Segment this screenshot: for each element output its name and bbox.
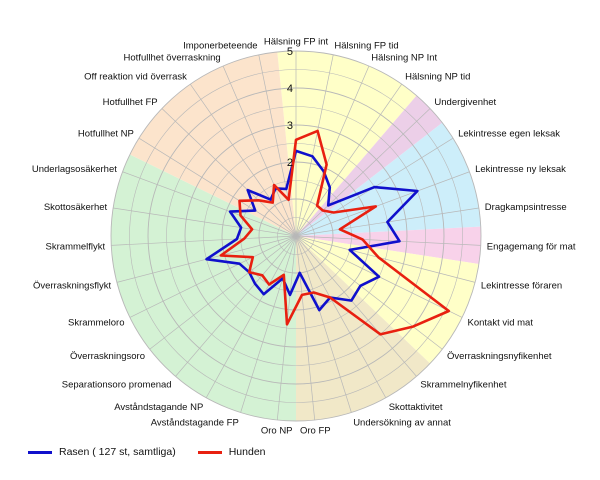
grid-spoke xyxy=(222,65,297,237)
category-label: Överraskningsoro xyxy=(70,351,145,362)
grid-spoke xyxy=(138,137,297,237)
category-label: Överraskningsnyfikenhet xyxy=(447,351,552,362)
grid-spoke xyxy=(122,171,297,237)
grid-spoke xyxy=(295,108,431,237)
grid-spoke xyxy=(295,235,316,421)
category-label: Oro NP xyxy=(261,426,293,437)
category-label: Överraskningsflykt xyxy=(33,280,111,291)
sector-wedge-0 xyxy=(277,51,417,237)
category-label: Kontakt vid mat xyxy=(468,317,534,328)
grid-spoke xyxy=(111,235,297,246)
grid-spoke xyxy=(295,235,443,350)
category-label: Lekintresse föraren xyxy=(481,280,562,291)
category-label: Lekintresse ny leksak xyxy=(475,164,566,175)
category-label: Skrammelflykt xyxy=(46,241,106,252)
sector-wedge-2 xyxy=(296,122,481,236)
legend-label-breed: Rasen ( 127 st, samtliga) xyxy=(59,446,176,458)
legend-item-dog: Hunden xyxy=(197,446,266,458)
category-label: Skottaktivitet xyxy=(389,402,443,413)
category-label: Undersökning av annat xyxy=(353,418,451,429)
sector-wedge-3 xyxy=(296,226,482,265)
category-label: Underlagsosäkerhet xyxy=(32,164,117,175)
category-label: Hotfullhet överraskning xyxy=(124,52,221,63)
category-label: Oro FP xyxy=(300,426,331,437)
grid-spoke xyxy=(295,235,387,398)
category-label: Skrammelnyfikenhet xyxy=(420,380,506,391)
series-line-0 xyxy=(205,149,419,312)
grid-spoke xyxy=(129,235,297,318)
grid-spoke xyxy=(113,207,297,237)
grid-spoke xyxy=(161,108,297,237)
category-label: Hälsning NP tid xyxy=(405,72,470,83)
legend-swatch-dog xyxy=(197,450,222,454)
category-label: Imponerbeteende xyxy=(183,41,257,52)
series-lines xyxy=(205,129,451,336)
grid-spoke xyxy=(190,83,297,237)
tick-labels: 2 3 4 5 xyxy=(287,46,293,169)
category-label: Dragkampsintresse xyxy=(485,202,567,213)
category-label: Hotfullhet FP xyxy=(103,97,158,108)
grid-spoke xyxy=(276,235,297,421)
category-label: Skrammeloro xyxy=(68,317,125,328)
grid-spoke xyxy=(295,65,370,237)
grid-spoke xyxy=(149,235,297,350)
grid-spoke xyxy=(295,235,476,283)
category-label: Undergivenhet xyxy=(434,97,496,108)
grid-spoke xyxy=(175,235,297,377)
category-label: Skottosäkerhet xyxy=(44,202,108,213)
tick-label-3: 3 xyxy=(287,120,293,132)
category-label: Lekintresse egen leksak xyxy=(458,128,560,139)
sector-wedge-7 xyxy=(129,51,296,237)
grid xyxy=(110,50,482,422)
category-label: Hälsning NP Int xyxy=(371,52,437,63)
category-label: Hälsning FP tid xyxy=(334,41,398,52)
legend-label-dog: Hunden xyxy=(228,446,266,458)
legend-swatch-breed xyxy=(28,450,52,454)
category-label: Off reaktion vid överrask xyxy=(84,72,187,83)
grid-spoke xyxy=(295,235,417,377)
category-label: Avståndstagande FP xyxy=(151,418,239,429)
grid-spoke xyxy=(295,235,481,246)
category-label: Engagemang för mat xyxy=(487,241,576,252)
legend: Rasen ( 127 st, samtliga) Hunden xyxy=(28,446,266,458)
grid-spoke xyxy=(295,235,352,413)
sector-wedge-6 xyxy=(110,154,296,421)
tick-label-5: 5 xyxy=(287,46,293,58)
grid-spoke xyxy=(295,171,470,237)
category-label: Hälsning FP int xyxy=(264,37,329,48)
tick-label-2: 2 xyxy=(287,157,293,169)
grid-spoke xyxy=(258,54,297,237)
category-label: Avståndstagande NP xyxy=(114,402,203,413)
grid-spoke xyxy=(205,235,297,398)
legend-item-breed: Rasen ( 127 st, samtliga) xyxy=(28,446,176,458)
category-label: Separationsoro promenad xyxy=(62,380,172,391)
grid-spoke xyxy=(295,83,402,237)
tick-label-4: 4 xyxy=(287,83,293,95)
series-line-1 xyxy=(219,129,451,336)
category-label: Hotfullhet NP xyxy=(78,128,134,139)
sector-wedge-5 xyxy=(296,236,431,421)
grid-spoke xyxy=(240,235,297,413)
grid-spoke xyxy=(295,54,334,237)
